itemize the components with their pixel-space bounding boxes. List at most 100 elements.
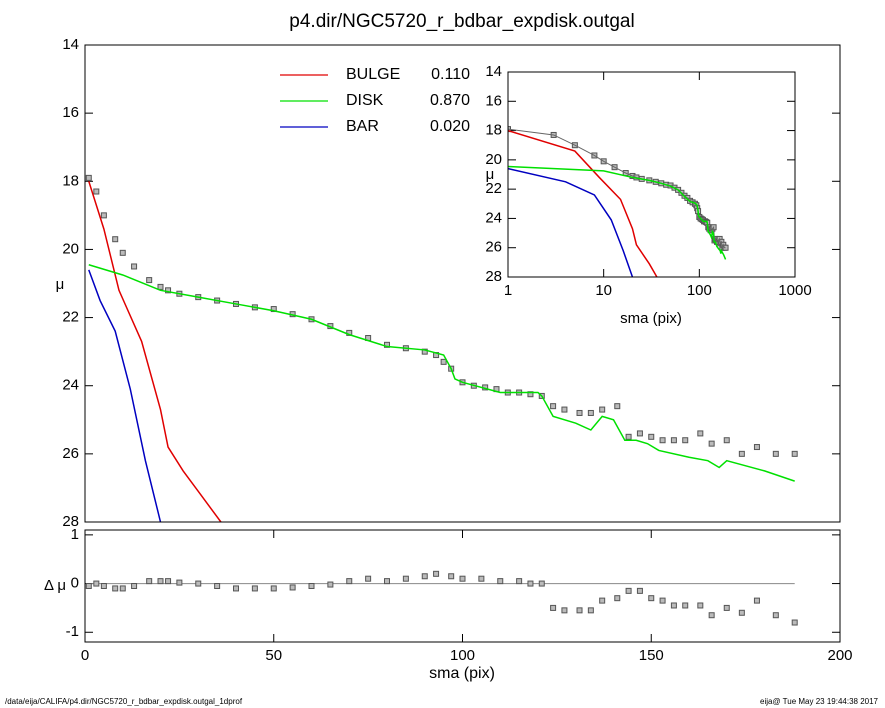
x-tick-label: 200 [827,647,852,664]
y-tick-label: 20 [485,151,502,168]
chart-title: p4.dir/NGC5720_r_bdbar_expdisk.outgal [289,11,634,32]
data-point [561,406,568,413]
data-point [599,406,606,413]
data-point [516,578,523,585]
y-tick-label: 28 [485,268,502,285]
model-line [508,129,658,277]
y-tick-label: 18 [485,122,502,139]
y-tick-label: 28 [62,513,79,530]
data-point [131,583,138,589]
data-point [165,287,172,294]
data-point [682,437,689,444]
legend-label: DISK [346,92,384,109]
data-point [648,433,655,440]
y-tick-label: 0 [71,575,79,592]
data-point [625,587,632,594]
data-point [448,573,455,580]
data-point [738,450,745,457]
data-point [708,440,715,447]
y-tick-label: 22 [62,309,79,326]
data-point [289,584,296,591]
data-point [157,578,164,585]
data-point [146,578,153,585]
y-tick-label: 16 [62,104,79,121]
data-point [708,612,715,619]
data-point [576,607,583,614]
y-axis-label: μ [56,276,65,293]
model-line [88,264,795,482]
data-point [327,581,334,588]
data-point [587,409,594,416]
data-point [214,583,221,589]
data-point [538,580,545,587]
data-point [165,578,172,585]
data-point [308,583,315,589]
legend-fraction: 0.020 [430,118,470,135]
data-point [497,578,504,585]
data-point [146,277,153,284]
x-tick-label: 150 [639,647,664,664]
y-tick-label: 1 [71,526,79,543]
x-tick-label: 1 [504,282,512,299]
y-tick-label: 26 [62,445,79,462]
data-point [587,607,594,614]
data-point [459,575,466,582]
x-tick-label: 100 [687,282,712,299]
data-point [791,619,798,626]
data-point [753,597,760,604]
data-point [478,575,485,582]
y-tick-label: -1 [66,623,79,640]
data-point [119,249,126,256]
data-point [670,437,677,444]
x-tick-label: 100 [450,647,475,664]
data-point [659,437,666,444]
data-point [753,444,760,451]
data-point [625,433,632,440]
data-point [346,578,353,585]
data-point [421,348,428,355]
data-point [772,612,779,619]
y-tick-label: 14 [485,63,502,80]
data-point [421,573,428,580]
data-point [697,430,704,437]
y-tick-label: 18 [62,172,79,189]
data-point [100,212,107,219]
y-tick-label: 16 [485,92,502,109]
data-point [576,409,583,416]
model-line [508,165,727,260]
data-point [772,450,779,457]
data-point [527,391,534,398]
plot-area [85,174,798,522]
data-point [100,583,107,589]
data-point [791,450,798,457]
data-point [550,403,557,410]
data-point [93,188,100,195]
model-line [88,181,222,522]
data-point [85,583,92,589]
legend-fraction: 0.870 [430,92,470,109]
x-axis-label: sma (pix) [620,310,682,327]
data-point [670,602,677,609]
data-point [402,575,409,582]
y-axis-label: μ [486,166,495,183]
data-point [738,609,745,616]
data-point [550,604,557,611]
data-point [614,595,621,602]
main-frame [84,44,841,523]
y-tick-label: 26 [485,239,502,256]
data-point [93,580,100,587]
footer-left: /data/eija/CALIFA/p4.dir/NGC5720_r_bdbar… [5,697,243,706]
model-line [508,167,634,277]
data-point [561,607,568,614]
y-tick-label: 14 [62,36,79,53]
residual-frame [84,529,841,643]
y-axis-label: Δ μ [44,577,66,594]
data-point [270,306,277,313]
data-point [697,602,704,609]
y-tick-label: 24 [62,377,79,394]
model-line [88,269,162,522]
data-point [636,430,643,437]
legend-fraction: 0.110 [431,66,470,83]
